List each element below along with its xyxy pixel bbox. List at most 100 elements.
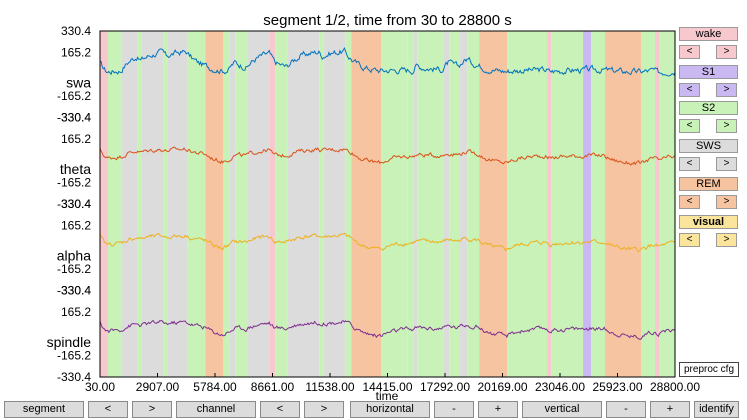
hypnogram-band-sws [287, 31, 320, 377]
hypnogram-band-s2 [449, 31, 460, 377]
hypnogram-band-s2 [223, 31, 230, 377]
hypnogram-band-rem [351, 31, 382, 377]
sws-next-button[interactable]: > [716, 157, 737, 171]
x-tick-label: 14415.00 [362, 380, 412, 394]
s2-prev-button[interactable]: < [679, 119, 700, 133]
hypnogram-bands [100, 31, 675, 377]
stage-wake-label[interactable]: wake [679, 27, 738, 41]
hypnogram-band-rem [605, 31, 642, 377]
hypnogram-band-s2 [467, 31, 480, 377]
x-axis-label: time [376, 389, 399, 403]
s1-prev-button[interactable]: < [679, 83, 700, 97]
hypnogram-band-s1 [583, 31, 592, 377]
trace-swa [99, 46, 676, 77]
y-tick-label: 330.4 [61, 284, 91, 298]
horizontal-button[interactable]: horizontal [350, 401, 430, 418]
s1-next-button[interactable]: > [716, 83, 737, 97]
hypnogram-band-wake [100, 31, 108, 377]
horizontal-minus-button[interactable]: - [434, 401, 474, 418]
segment-button[interactable]: segment [4, 401, 84, 418]
channel-label-theta: theta [60, 161, 91, 177]
hypnogram-band-s2 [137, 31, 142, 377]
channel-next-button[interactable]: > [304, 401, 344, 418]
hypnogram-band-s2 [591, 31, 606, 377]
stage-s1-label[interactable]: S1 [679, 65, 738, 79]
stage-s2-label[interactable]: S2 [679, 101, 738, 115]
hypnogram-band-wake [547, 31, 552, 377]
rem-prev-button[interactable]: < [679, 195, 700, 209]
x-tick-label: 20169.00 [477, 380, 527, 394]
hypnogram-band-s2 [507, 31, 548, 377]
y-tick-label: -165.2 [57, 348, 91, 362]
y-tick-label: -330.4 [57, 284, 91, 298]
hypnogram-band-s2 [163, 31, 168, 377]
vertical-plus-button[interactable]: + [650, 401, 690, 418]
hypnogram-band-s2 [417, 31, 444, 377]
hypnogram-band-s2 [641, 31, 656, 377]
trace-alpha [99, 232, 676, 253]
x-tick-label: 2907.00 [136, 380, 180, 394]
x-axis-ticks: 30.00 2907.00 5784.00 8661.00 11538.00 14415.… [85, 373, 700, 394]
trace-spindle [99, 319, 676, 340]
y-tick-label: 165.2 [61, 132, 91, 146]
hypnogram-band-rem [205, 31, 224, 377]
identify-button[interactable]: identify [694, 401, 739, 418]
wake-next-button[interactable]: > [716, 45, 737, 59]
channel-label-alpha: alpha [57, 247, 91, 263]
trace-theta [99, 146, 676, 166]
x-tick-label: 28800.00 [650, 380, 700, 394]
s2-next-button[interactable]: > [716, 119, 737, 133]
channel-button[interactable]: channel [176, 401, 256, 418]
signal-traces [99, 46, 676, 340]
segment-next-button[interactable]: > [132, 401, 172, 418]
x-tick-label: 8661.00 [251, 380, 295, 394]
hypnogram-band-wake [269, 31, 276, 377]
stage-rem-label[interactable]: REM [679, 177, 738, 191]
sws-prev-button[interactable]: < [679, 157, 700, 171]
hypnogram-band-s2 [345, 31, 352, 377]
channel-prev-button[interactable]: < [260, 401, 300, 418]
horizontal-plus-button[interactable]: + [478, 401, 518, 418]
hypnogram-band-sws [323, 31, 346, 377]
y-tick-label: -330.4 [57, 197, 91, 211]
hypnogram-band-s2 [187, 31, 206, 377]
stage-visual-label[interactable]: visual [679, 215, 738, 229]
hypnogram-band-rem [479, 31, 508, 377]
hypnogram-band-wake [655, 31, 660, 377]
hypnogram-band-sws [167, 31, 188, 377]
stage-sws-label[interactable]: SWS [679, 139, 738, 153]
rem-next-button[interactable]: > [716, 195, 737, 209]
vertical-minus-button[interactable]: - [606, 401, 646, 418]
y-tick-label: 165.2 [61, 46, 91, 60]
hypnogram-band-s2 [275, 31, 288, 377]
x-tick-label: 23046.00 [535, 380, 585, 394]
hypnogram-band-s2 [319, 31, 324, 377]
plot-title: segment 1/2, time from 30 to 28800 s [263, 12, 512, 29]
visual-next-button[interactable]: > [716, 233, 737, 247]
y-tick-label: -165.2 [57, 262, 91, 276]
segment-prev-button[interactable]: < [88, 401, 128, 418]
y-tick-label: 330.4 [61, 197, 91, 211]
hypnogram-band-s2 [659, 31, 675, 377]
preproc-cfg-button[interactable]: preproc cfg [679, 362, 739, 377]
y-axis-ticks: 330.4 165.2 -165.2 -330.4 swa 330.4 165.2 -165.… [47, 24, 92, 384]
visual-prev-button[interactable]: < [679, 233, 700, 247]
hypnogram-band-s2 [407, 31, 414, 377]
hypnogram-band-sws [413, 31, 418, 377]
vertical-button[interactable]: vertical [522, 401, 602, 418]
channel-label-spindle: spindle [47, 334, 92, 350]
hypnogram-band-s2 [381, 31, 408, 377]
wake-prev-button[interactable]: < [679, 45, 700, 59]
x-tick-label: 25923.00 [592, 380, 642, 394]
hypnogram-band-s2 [107, 31, 118, 377]
y-tick-label: -330.4 [57, 370, 91, 384]
y-tick-label: 165.2 [61, 219, 91, 233]
x-tick-label: 30.00 [85, 380, 115, 394]
hypnogram-band-sws [443, 31, 450, 377]
hypnogram-band-sws [459, 31, 468, 377]
x-tick-label: 5784.00 [193, 380, 237, 394]
hypnogram-band-sws [247, 31, 270, 377]
x-tick-label: 11538.00 [305, 380, 354, 394]
y-tick-label: -330.4 [57, 111, 91, 125]
